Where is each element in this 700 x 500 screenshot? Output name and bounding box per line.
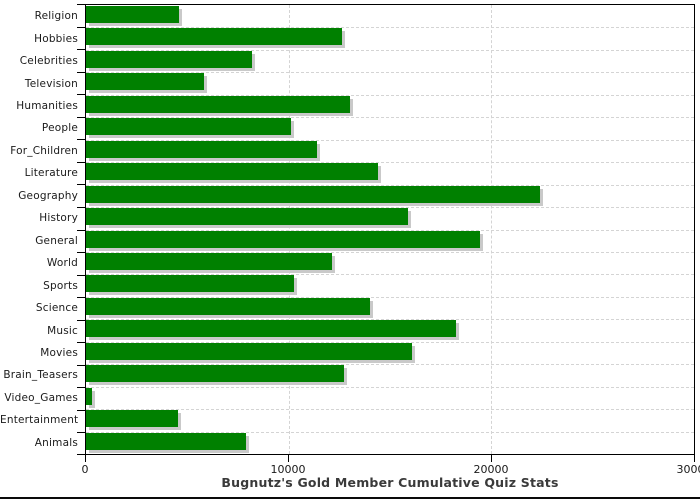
y-axis-tick bbox=[77, 4, 85, 5]
y-axis-tick bbox=[77, 94, 85, 96]
y-axis-tick bbox=[77, 274, 85, 276]
category-label: General bbox=[35, 234, 78, 247]
gridline-horizontal bbox=[86, 207, 694, 209]
y-axis-tick bbox=[77, 319, 85, 321]
y-axis-tick bbox=[77, 364, 85, 366]
bar-video_games bbox=[86, 387, 93, 405]
bar-music bbox=[86, 320, 456, 338]
y-axis-tick bbox=[77, 252, 85, 254]
bar-literature bbox=[86, 163, 378, 181]
category-label: Celebrities bbox=[19, 55, 78, 68]
gridline-horizontal bbox=[86, 431, 694, 433]
y-axis-tick bbox=[77, 161, 85, 163]
y-axis-tick bbox=[77, 184, 85, 186]
y-axis-tick bbox=[77, 26, 85, 28]
gridline-horizontal bbox=[86, 162, 694, 164]
gridline-horizontal bbox=[86, 386, 694, 388]
category-label: Hobbies bbox=[34, 32, 78, 45]
category-label: Humanities bbox=[16, 100, 78, 113]
category-label: Religion bbox=[34, 10, 78, 23]
y-axis-tick bbox=[77, 71, 85, 73]
y-axis-tick bbox=[77, 139, 85, 141]
gridline-horizontal bbox=[86, 251, 694, 253]
gridline-horizontal bbox=[86, 184, 694, 186]
category-label: Geography bbox=[18, 189, 78, 202]
x-axis-tick bbox=[85, 455, 86, 462]
bar-movies bbox=[86, 342, 413, 360]
y-axis-tick bbox=[77, 49, 85, 51]
category-label: World bbox=[46, 257, 78, 270]
bar-humanities bbox=[86, 95, 351, 113]
bar-sports bbox=[86, 275, 294, 293]
bar-hobbies bbox=[86, 28, 343, 46]
x-axis-tick bbox=[694, 455, 695, 462]
bar-entertainment bbox=[86, 410, 179, 428]
chart-title: Bugnutz's Gold Member Cumulative Quiz St… bbox=[221, 475, 559, 490]
category-label: Television bbox=[24, 77, 78, 90]
gridline-horizontal bbox=[86, 274, 694, 276]
bar-television bbox=[86, 73, 204, 91]
bar-religion bbox=[86, 6, 180, 23]
gridline-horizontal bbox=[86, 72, 694, 74]
bottom-border-line bbox=[0, 497, 700, 499]
y-axis-tick bbox=[77, 297, 85, 299]
bar-animals bbox=[86, 432, 247, 450]
bar-science bbox=[86, 297, 370, 315]
category-label: Science bbox=[35, 302, 78, 315]
x-axis-tick-label: 30000 bbox=[676, 463, 700, 476]
y-axis-tick bbox=[77, 409, 85, 411]
gridline-horizontal bbox=[86, 364, 694, 366]
category-label: Movies bbox=[40, 346, 78, 359]
x-axis-tick bbox=[288, 455, 289, 462]
bar-people bbox=[86, 118, 291, 136]
y-axis-tick bbox=[77, 432, 85, 434]
bar-celebrities bbox=[86, 50, 253, 68]
category-label: Video_Games bbox=[4, 391, 78, 404]
gridline-horizontal bbox=[86, 341, 694, 343]
gridline-horizontal bbox=[86, 117, 694, 119]
bar-world bbox=[86, 252, 333, 270]
x-axis-tick-label: 0 bbox=[81, 463, 89, 476]
category-label: Literature bbox=[24, 167, 78, 180]
x-axis-tick-label: 20000 bbox=[473, 463, 509, 476]
bar-brain_teasers bbox=[86, 365, 345, 383]
gridline-horizontal bbox=[86, 94, 694, 96]
category-label: People bbox=[41, 122, 78, 135]
category-label: Sports bbox=[43, 279, 78, 292]
gridline-horizontal bbox=[86, 319, 694, 321]
category-label: Music bbox=[47, 324, 78, 337]
y-axis-tick bbox=[77, 229, 85, 231]
bar-geography bbox=[86, 185, 540, 203]
y-axis-tick bbox=[77, 454, 85, 455]
x-axis-tick-label: 10000 bbox=[270, 463, 306, 476]
gridline-horizontal bbox=[86, 229, 694, 231]
gridline-horizontal bbox=[86, 27, 694, 29]
category-label: For_Children bbox=[10, 144, 78, 157]
plot-area bbox=[85, 4, 695, 455]
bar-history bbox=[86, 208, 409, 226]
y-axis-tick bbox=[77, 206, 85, 208]
category-label: Brain_Teasers bbox=[3, 369, 78, 382]
gridline-horizontal bbox=[86, 409, 694, 411]
bar-for_children bbox=[86, 140, 318, 158]
gridline-horizontal bbox=[86, 296, 694, 298]
y-axis-tick bbox=[77, 387, 85, 389]
y-axis-tick bbox=[77, 342, 85, 344]
gridline-horizontal bbox=[86, 139, 694, 141]
y-axis-tick bbox=[77, 116, 85, 118]
category-label: Animals bbox=[34, 436, 78, 449]
gridline-horizontal bbox=[86, 49, 694, 51]
category-label: Entertainment bbox=[0, 414, 79, 427]
x-axis-tick bbox=[491, 455, 492, 462]
bar-general bbox=[86, 230, 481, 248]
category-label: History bbox=[39, 212, 78, 225]
